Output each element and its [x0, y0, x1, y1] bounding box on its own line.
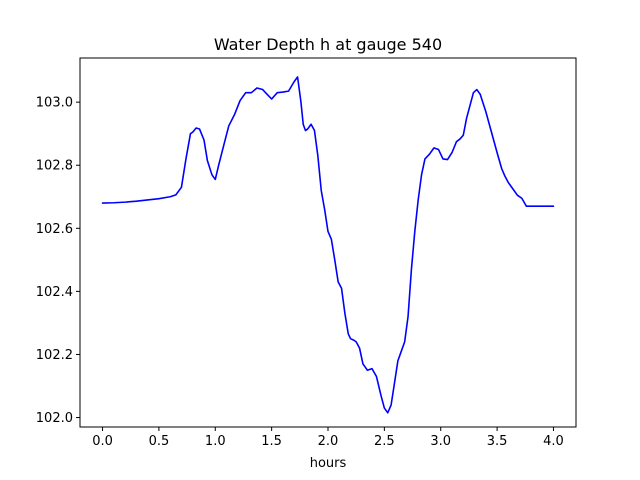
- x-tick-label: 4.0: [543, 434, 564, 449]
- x-tick-label: 2.0: [318, 434, 339, 449]
- x-tick-label: 2.5: [374, 434, 395, 449]
- x-tick-label: 0.5: [149, 434, 170, 449]
- y-tick-label: 102.4: [36, 285, 73, 300]
- x-tick-label: 1.0: [205, 434, 226, 449]
- series-line-0: [101, 76, 555, 414]
- x-tick-label: 1.5: [261, 434, 282, 449]
- x-tick-label: 3.0: [430, 434, 451, 449]
- plot-frame: [79, 57, 577, 428]
- y-tick-label: 103.0: [36, 96, 73, 111]
- x-tick-label: 3.5: [487, 434, 508, 449]
- y-tick-label: 102.2: [36, 348, 73, 363]
- y-tick-label: 102.0: [36, 411, 73, 426]
- y-tick-label: 102.8: [36, 159, 73, 174]
- x-axis-label: hours: [310, 456, 347, 471]
- chart-title: Water Depth h at gauge 540: [214, 35, 442, 54]
- x-tick-label: 0.0: [92, 434, 113, 449]
- y-tick-label: 102.6: [36, 222, 73, 237]
